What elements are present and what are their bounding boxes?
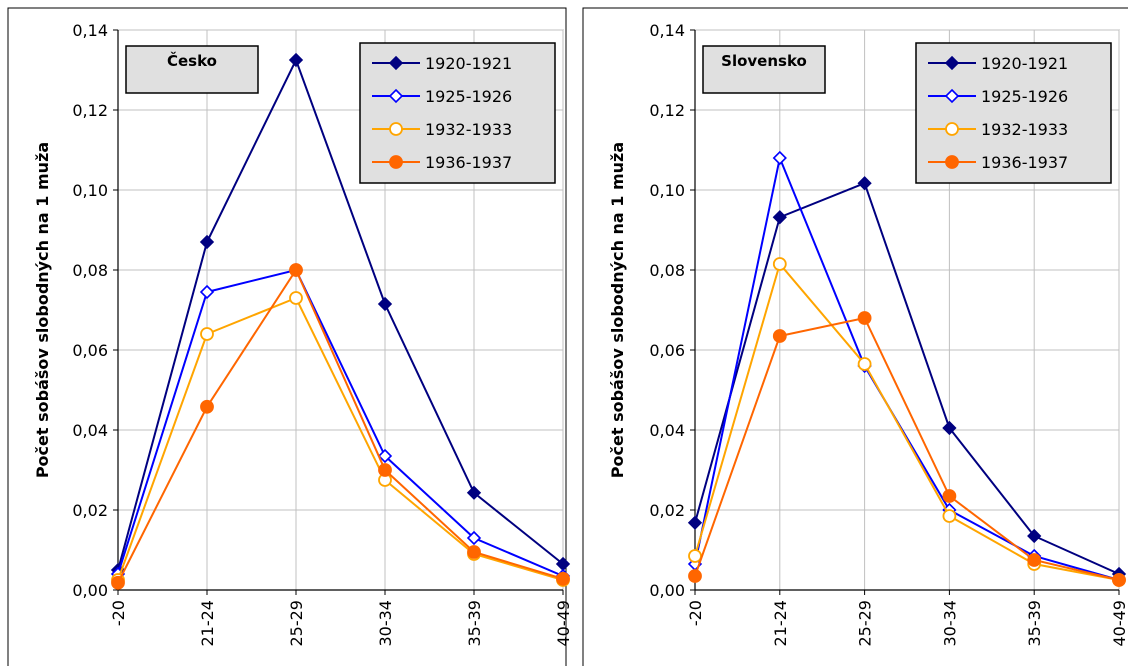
data-point [200, 399, 214, 414]
y-tick-label: 0,00 [649, 581, 685, 600]
series-line-1920-1921 [117, 57, 564, 571]
data-point [942, 509, 957, 523]
data-point [772, 210, 787, 225]
y-tick-label: 0,10 [649, 181, 685, 200]
data-point [1112, 573, 1126, 587]
data-point [772, 150, 787, 166]
data-point [687, 515, 703, 530]
y-tick-label: 0,10 [72, 181, 108, 200]
data-point [377, 296, 393, 312]
data-point [688, 569, 702, 583]
data-point [772, 257, 787, 271]
y-tick-label: 0,04 [649, 421, 685, 440]
y-tick-label: 0,04 [72, 421, 108, 440]
legend-marker [944, 55, 960, 71]
data-point [942, 420, 957, 436]
legend-marker [944, 88, 960, 104]
y-tick-label: 0,06 [72, 341, 108, 360]
data-point [857, 176, 872, 191]
data-point [556, 571, 570, 586]
legend-marker [389, 122, 403, 136]
legend-label: 1936-1937 [981, 153, 1068, 172]
x-tick-label: -20 [109, 600, 128, 626]
data-point [288, 52, 304, 68]
data-point [200, 327, 214, 341]
y-tick-label: 0,08 [649, 261, 685, 280]
y-tick-label: 0,02 [649, 501, 685, 520]
data-point [466, 485, 482, 500]
data-point [289, 263, 303, 277]
x-tick-label: 30-34 [376, 600, 395, 647]
chart-title: Česko [167, 51, 217, 70]
legend-marker [388, 88, 404, 104]
chart-0: 0,00 0,02 0,04 0,06 0,08 0,10 0,12 0,14 -20 21-24… [7, 7, 573, 666]
y-tick-label: 0,14 [649, 21, 685, 40]
x-tick-label: 40-49 [1110, 600, 1128, 647]
y-tick-label: 0,06 [649, 341, 685, 360]
legend-label: 1932-1933 [981, 120, 1068, 139]
x-tick-label: 30-34 [940, 600, 959, 647]
data-point [857, 311, 872, 325]
legend-marker [945, 155, 959, 169]
data-point [467, 545, 481, 559]
series-line-1932-1933 [694, 261, 1120, 581]
data-point [199, 234, 215, 250]
data-point [378, 463, 392, 477]
x-tick-label: 35-39 [1025, 600, 1044, 647]
x-tick-label: 21-24 [198, 600, 217, 647]
y-tick-label: 0,02 [72, 501, 108, 520]
data-point [1027, 553, 1042, 567]
data-point [772, 329, 787, 343]
data-point [199, 284, 215, 300]
legend-label: 1920-1921 [425, 54, 512, 73]
data-point [111, 575, 125, 590]
y-axis-label: Počet sobášov slobodných na 1 muža [33, 142, 52, 478]
x-tick-label: 25-29 [287, 600, 306, 647]
data-point [688, 549, 702, 563]
chart-title-box [702, 45, 826, 94]
legend-label: 1920-1921 [981, 54, 1068, 73]
legend-marker [388, 55, 404, 71]
y-axis-label: Počet sobášov slobodných na 1 muža [608, 142, 627, 478]
legend-marker [945, 122, 959, 136]
legend-label: 1932-1933 [425, 120, 512, 139]
x-tick-label: 25-29 [856, 600, 875, 647]
y-tick-label: 0,00 [72, 581, 108, 600]
x-tick-label: 21-24 [771, 600, 790, 647]
legend-label: 1936-1937 [425, 153, 512, 172]
legend-marker [389, 155, 403, 169]
data-point [942, 489, 957, 503]
data-point [857, 357, 872, 371]
data-point [1027, 528, 1042, 544]
legend-label: 1925-1926 [425, 87, 512, 106]
series-line-1936-1937 [694, 316, 1120, 581]
chart-1: 0,00 0,02 0,04 0,06 0,08 0,10 0,12 0,14 -20 21-24… [582, 7, 1128, 666]
series-line-1925-1926 [117, 268, 564, 577]
y-tick-label: 0,12 [649, 101, 685, 120]
y-tick-label: 0,12 [72, 101, 108, 120]
x-tick-label: 35-39 [465, 600, 484, 647]
x-tick-label: 40-49 [554, 600, 573, 647]
series-line-1920-1921 [694, 181, 1120, 575]
data-point [289, 291, 303, 305]
series-line-1936-1937 [117, 267, 564, 584]
chart-title: Slovensko [721, 52, 807, 70]
y-tick-label: 0,14 [72, 21, 108, 40]
series-line-1932-1933 [117, 296, 564, 581]
y-tick-label: 0,08 [72, 261, 108, 280]
chart-title-box [125, 45, 259, 94]
data-point [377, 448, 393, 464]
legend-label: 1925-1926 [981, 87, 1068, 106]
x-tick-label: -20 [686, 600, 705, 626]
data-point [466, 530, 482, 546]
